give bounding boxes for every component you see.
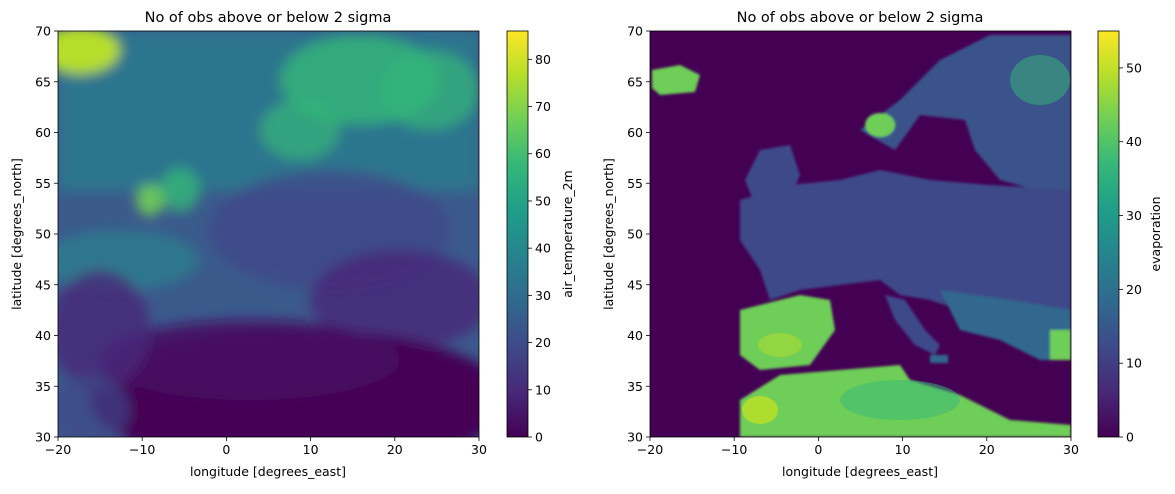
y-tick-label: 40 [35, 328, 51, 343]
y-tick-label: 50 [35, 227, 51, 242]
y-tick-label: 60 [627, 125, 643, 140]
x-tick-label: 20 [387, 442, 403, 457]
heatmap-image [650, 31, 1071, 437]
colorbar-tick-label: 70 [535, 99, 551, 114]
colorbar-gradient [507, 31, 528, 437]
y-tick-label: 30 [35, 430, 51, 445]
y-axis-label: latitude [degrees_north] [601, 158, 616, 310]
y-tick-label: 60 [35, 125, 51, 140]
x-tick-label: 0 [222, 442, 230, 457]
heatmap-image [40, 26, 510, 470]
y-tick-label: 35 [35, 379, 51, 394]
x-axis: −20 −10 0 10 20 30 longitude [degrees_east] [637, 437, 1079, 479]
colorbar-tick-label: 80 [535, 52, 551, 67]
colorbar-tick-label: 20 [535, 335, 551, 350]
x-tick-label: 0 [814, 442, 822, 457]
colorbar-tick-label: 40 [1126, 134, 1142, 149]
y-tick-label: 65 [35, 74, 51, 89]
x-tick-label: 10 [895, 442, 911, 457]
x-tick-label: −10 [721, 442, 747, 457]
y-tick-label: 55 [627, 176, 643, 191]
y-tick-label: 35 [627, 379, 643, 394]
x-axis: −20 −10 0 10 20 30 longitude [degrees_east] [45, 437, 487, 479]
x-tick-label: −10 [129, 442, 155, 457]
y-tick-label: 70 [627, 24, 643, 39]
chart-title: No of obs above or below 2 sigma [737, 10, 984, 26]
y-tick-label: 45 [627, 277, 643, 292]
colorbar: 0 10 20 30 40 50 60 70 80 air_temperature_2m [507, 31, 575, 445]
y-tick-label: 40 [627, 328, 643, 343]
colorbar: 0 10 20 30 40 50 evaporation [1098, 31, 1163, 445]
y-tick-label: 65 [627, 74, 643, 89]
y-tick-label: 50 [627, 227, 643, 242]
colorbar-tick-label: 50 [535, 193, 551, 208]
colorbar-tick-label: 60 [535, 146, 551, 161]
y-tick-label: 45 [35, 277, 51, 292]
y-axis: 30 35 40 45 50 55 60 65 70 latitude [degrees_nor… [9, 24, 58, 445]
colorbar-tick-label: 30 [535, 288, 551, 303]
colorbar-tick-label: 50 [1126, 60, 1142, 75]
x-axis-label: longitude [degrees_east] [782, 464, 938, 479]
y-tick-label: 30 [627, 430, 643, 445]
x-tick-label: 20 [979, 442, 995, 457]
x-axis-label: longitude [degrees_east] [190, 464, 346, 479]
colorbar-label: evaporation [1148, 196, 1163, 271]
x-tick-label: 30 [471, 442, 487, 457]
y-tick-label: 55 [35, 176, 51, 191]
x-tick-label: 30 [1063, 442, 1079, 457]
y-axis: 30 35 40 45 50 55 60 65 70 latitude [degrees_nor… [601, 24, 650, 445]
colorbar-tick-label: 0 [535, 430, 543, 445]
colorbar-tick-label: 40 [535, 241, 551, 256]
chart-panel-evaporation: No of obs above or below 2 sigma [601, 10, 1163, 479]
colorbar-tick-label: 20 [1126, 282, 1142, 297]
colorbar-gradient [1098, 31, 1119, 437]
colorbar-tick-label: 0 [1126, 430, 1134, 445]
y-tick-label: 70 [35, 24, 51, 39]
colorbar-tick-label: 30 [1126, 208, 1142, 223]
x-tick-label: 10 [303, 442, 319, 457]
colorbar-tick-label: 10 [535, 382, 551, 397]
y-axis-label: latitude [degrees_north] [9, 158, 24, 310]
colorbar-label: air_temperature_2m [560, 170, 575, 297]
colorbar-tick-label: 10 [1126, 356, 1142, 371]
chart-panel-air-temperature: No of obs above or below 2 sigma [9, 10, 575, 479]
chart-title: No of obs above or below 2 sigma [145, 10, 392, 26]
